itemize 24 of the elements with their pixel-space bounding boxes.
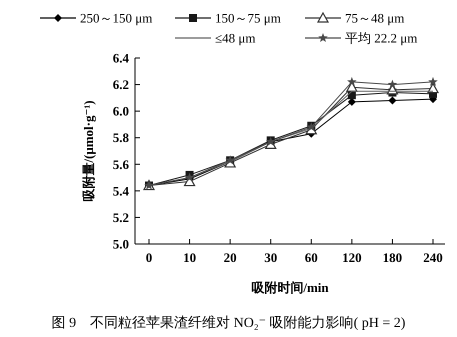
x-tick-label: 240 [423, 250, 443, 265]
x-tick-label: 120 [342, 250, 362, 265]
y-tick-label: 5.6 [112, 156, 130, 172]
y-tick-label: 5.4 [112, 183, 130, 198]
y-tick-label: 6.2 [112, 77, 129, 92]
y-tick-label: 5.0 [112, 236, 129, 252]
y-axis-title: 吸附量/(μmol·g⁻¹) [81, 100, 96, 202]
x-tick-label: 30 [264, 250, 278, 265]
legend-label: 250～150 μm [80, 10, 152, 26]
y-tick-label: 5.2 [112, 210, 129, 225]
caption: 图 9 不同粒径苹果渣纤维对 NO₂⁻ 吸附能力影响( pH = 2) [52, 315, 406, 331]
x-tick-label: 180 [382, 250, 402, 265]
legend-label: 150～75 μm [215, 10, 281, 26]
x-tick-label: 10 [183, 250, 196, 265]
x-tick-label: 0 [146, 250, 152, 265]
legend-label: ≤48 μm [215, 30, 256, 46]
x-axis-title: 吸附时间/min [251, 280, 330, 295]
x-tick-label: 20 [224, 250, 237, 265]
y-tick-label: 6.0 [112, 104, 129, 119]
x-tick-label: 60 [304, 250, 318, 265]
y-tick-label: 5.8 [112, 130, 130, 146]
y-tick-label: 6.4 [112, 50, 130, 66]
legend-label: 75～48 μm [345, 10, 404, 26]
legend-label: 平均 22.2 μm [345, 30, 418, 46]
